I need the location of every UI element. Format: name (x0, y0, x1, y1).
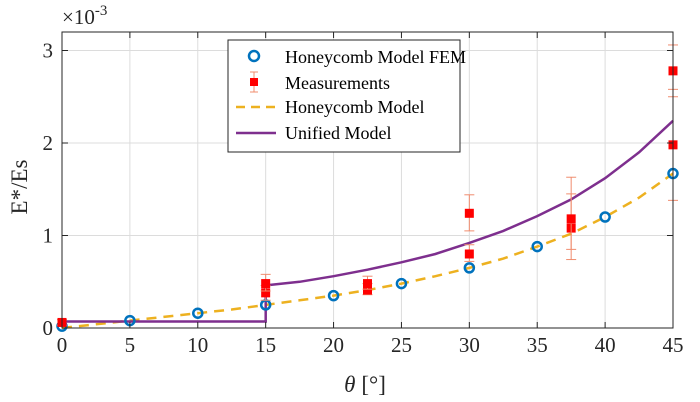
exponent-base: ×10 (62, 5, 95, 29)
x-tick-label: 10 (187, 333, 208, 357)
legend-label-honeycomb-fem: Honeycomb Model FEM (285, 47, 466, 67)
y-tick-label: 2 (43, 131, 54, 155)
x-tick-label: 35 (527, 333, 548, 357)
honeycomb-model-line (61, 172, 674, 330)
fem-point (599, 211, 611, 223)
legend-square-marker-icon (250, 78, 258, 86)
measurement-point (363, 279, 372, 289)
fem-point (192, 307, 204, 319)
legend-label-measurements: Measurements (285, 73, 390, 93)
y-tick-label: 1 (43, 224, 54, 248)
unified-model-line (62, 119, 674, 323)
legend: Honeycomb Model FEM Measurements Honeyco… (227, 39, 466, 153)
legend-entry-measurements: Measurements (250, 71, 390, 93)
exponent-power: -3 (95, 3, 108, 19)
plot-frame (61, 31, 674, 329)
y-tick-label: 3 (43, 39, 54, 63)
x-tick-label: 45 (663, 333, 684, 357)
fem-point (395, 277, 408, 290)
x-axis-symbol: θ (344, 372, 355, 397)
x-tick-label: 25 (391, 333, 412, 357)
x-axis-label: θ [°] (344, 372, 386, 397)
fem-point (531, 240, 543, 253)
measurement-point (261, 288, 271, 298)
x-tick-label: 0 (57, 333, 68, 357)
legend-label-unified-model: Unified Model (285, 123, 391, 143)
fem-point (327, 289, 340, 302)
y-tick-label: 0 (43, 316, 54, 340)
x-tick-label: 15 (255, 333, 276, 357)
legend-circle-marker-icon (247, 49, 261, 63)
measurement-point (464, 249, 474, 259)
axis-ticks: 0 5 10 15 20 25 30 35 40 45 0 1 2 3 (43, 32, 684, 357)
measurement-point (566, 214, 576, 224)
y-axis-exponent: ×10-3 (62, 3, 107, 29)
legend-entry-unified-model: Unified Model (236, 123, 391, 143)
legend-label-honeycomb-model: Honeycomb Model (285, 97, 424, 117)
measurement-point (464, 208, 474, 218)
y-axis-label: E*/Es (7, 159, 32, 214)
x-tick-label: 20 (323, 333, 344, 357)
measurement-point (363, 285, 372, 295)
measurement-point (261, 279, 271, 289)
legend-entry-honeycomb-model: Honeycomb Model (236, 97, 424, 117)
x-tick-label: 5 (125, 333, 136, 357)
x-tick-label: 30 (459, 333, 480, 357)
fem-point (463, 262, 476, 274)
x-axis-unit: [°] (361, 372, 386, 397)
x-tick-label: 40 (595, 333, 616, 357)
legend-entry-honeycomb-fem: Honeycomb Model FEM (247, 47, 466, 67)
